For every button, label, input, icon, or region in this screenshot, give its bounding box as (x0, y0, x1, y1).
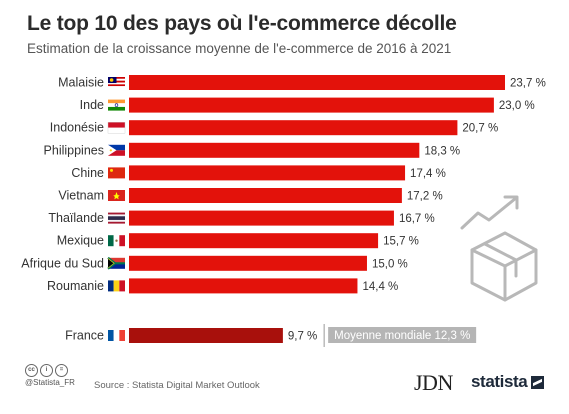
category-label: Thaïlande (48, 211, 104, 225)
flag-china (108, 167, 125, 179)
flag-south-africa (107, 256, 125, 270)
bar (129, 165, 406, 181)
bar (129, 210, 394, 226)
value-label: 14,4 % (362, 281, 398, 293)
category-label: Malaisie (58, 76, 104, 90)
bar-row: Afrique du Sud 15,0 % (21, 255, 408, 271)
bar-row: Thaïlande 16,7 % (48, 210, 435, 226)
value-label: 23,7 % (510, 78, 546, 90)
bar-row: Malaisie 23,7 % (58, 75, 546, 90)
chart-subtitle: Estimation de la croissance moyenne de l… (27, 41, 452, 56)
box-outline (470, 231, 538, 302)
value-label: 16,7 % (399, 213, 435, 225)
category-label: Vietnam (58, 189, 104, 203)
attribution-icon: i (40, 364, 53, 377)
license-block: cc i = @Statista_FR (25, 364, 75, 387)
value-label: 9,7 % (288, 331, 317, 343)
growth-arrow-head (503, 195, 519, 210)
flag-philippines (108, 144, 125, 156)
category-label: France (65, 329, 104, 343)
bar-row: Indonésie 20,7 % (50, 120, 498, 136)
category-label: Afrique du Sud (21, 256, 104, 270)
bar-row: Vietnam 17,2 % (58, 188, 443, 203)
bar (129, 233, 379, 249)
bar (129, 278, 358, 294)
cc-icon: cc (25, 364, 38, 377)
no-derivatives-icon: = (55, 364, 68, 377)
chart-title: Le top 10 des pays où l'e-commerce décol… (27, 12, 457, 35)
category-label: Roumanie (47, 279, 104, 293)
bar (129, 97, 494, 113)
twitter-handle: @Statista_FR (25, 378, 75, 387)
value-label: 17,4 % (410, 168, 446, 180)
bar-row: Inde 23,0 % (80, 97, 535, 113)
value-label: 18,3 % (424, 145, 460, 157)
bar-row: Mexique 15,7 % (57, 233, 419, 249)
jdn-logo: JDN (414, 370, 453, 395)
statista-logo: statista (471, 372, 545, 392)
category-label: Indonésie (50, 121, 104, 135)
box-edges (470, 248, 538, 302)
statista-wordmark: statista (471, 372, 528, 391)
value-label: 23,0 % (499, 100, 535, 112)
flag-mexico (108, 235, 125, 247)
value-label: 17,2 % (407, 191, 443, 203)
value-label: 15,0 % (372, 258, 408, 270)
category-label: Inde (80, 98, 104, 112)
world-average-label: Moyenne mondiale 12,3 % (334, 330, 470, 342)
flag-thailand (108, 212, 125, 224)
bar-row: Roumanie 14,4 % (47, 278, 398, 294)
bar-chart: Malaisie 23,7 %Inde 23,0 %Indonésie 20,7 %P… (21, 75, 546, 347)
bar (129, 328, 283, 343)
category-label: Chine (71, 166, 104, 180)
bar (129, 142, 420, 158)
flag-indonesia (107, 121, 126, 134)
flag-france (108, 330, 125, 341)
bar (129, 120, 458, 136)
box-growth-icon (460, 195, 538, 302)
world-average-box (328, 327, 477, 343)
flag-romania (108, 280, 125, 292)
source-note: Source : Statista Digital Market Outlook (94, 380, 260, 391)
bar-row: France 9,7 % (65, 328, 317, 343)
value-label: 15,7 % (383, 236, 419, 248)
bar (129, 255, 367, 271)
bar (129, 75, 505, 90)
flag-india (108, 99, 125, 111)
bar-row: Chine 17,4 % (71, 165, 446, 181)
bar-row: Philippines 18,3 % (44, 142, 460, 158)
value-label: 20,7 % (462, 123, 498, 135)
statista-icon (531, 375, 545, 389)
flag-vietnam (108, 190, 125, 201)
category-label: Mexique (57, 234, 104, 248)
category-label: Philippines (44, 143, 104, 157)
growth-arrow-line (460, 196, 518, 230)
bar (129, 188, 402, 203)
box-tape (483, 242, 518, 278)
flag-malaysia (108, 77, 125, 88)
world-average-annotation: Moyenne mondiale 12,3 % (323, 324, 477, 347)
